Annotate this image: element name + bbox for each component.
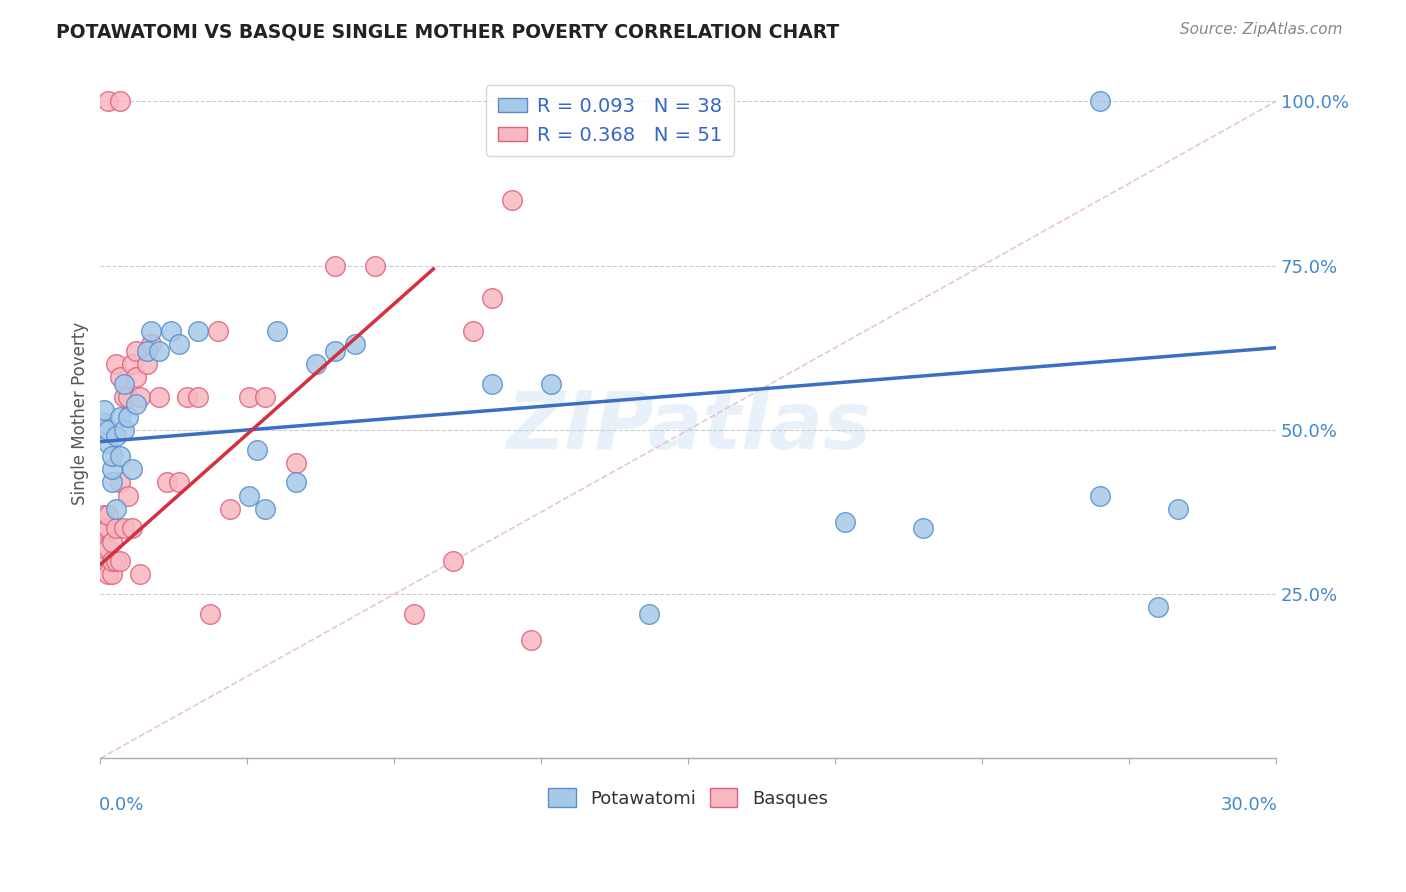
Point [238,489,260,503]
Point [108,370,131,384]
Point [101,462,124,476]
Point [148,344,170,359]
Point [501,193,523,207]
Point [402,607,425,621]
Point [441,554,464,568]
Point [97,567,120,582]
Point [105,521,128,535]
Point [136,344,159,359]
Point [128,567,150,582]
Point [266,324,288,338]
Point [112,423,135,437]
Point [97,541,120,555]
Point [238,390,260,404]
Point [167,475,190,490]
Point [124,396,146,410]
Point [121,462,143,476]
Text: ZIPatlas: ZIPatlas [506,388,870,467]
Point [124,370,146,384]
Point [105,429,128,443]
Point [105,501,128,516]
Point [187,390,209,404]
Point [540,376,562,391]
Point [97,521,120,535]
Point [124,344,146,359]
Point [112,390,135,404]
Point [101,475,124,490]
Point [1167,501,1189,516]
Point [93,521,115,535]
Point [93,417,115,431]
Point [97,95,120,109]
Point [148,390,170,404]
Point [141,324,163,338]
Point [105,554,128,568]
Point [187,324,209,338]
Point [128,390,150,404]
Legend: Potawatomi, Basques: Potawatomi, Basques [541,781,835,815]
Point [112,521,135,535]
Point [136,357,159,371]
Text: 30.0%: 30.0% [1220,797,1277,814]
Point [344,337,367,351]
Point [912,521,935,535]
Point [101,554,124,568]
Point [117,409,139,424]
Point [141,337,163,351]
Point [461,324,484,338]
Point [246,442,269,457]
Point [253,390,276,404]
Point [285,475,308,490]
Text: Source: ZipAtlas.com: Source: ZipAtlas.com [1180,22,1343,37]
Point [93,403,115,417]
Point [520,633,543,648]
Point [101,567,124,582]
Point [176,390,198,404]
Point [285,456,308,470]
Point [834,515,856,529]
Point [93,508,115,523]
Point [108,475,131,490]
Point [97,423,120,437]
Point [638,607,661,621]
Text: 0.0%: 0.0% [100,797,145,814]
Point [156,475,179,490]
Point [363,259,385,273]
Point [1147,600,1170,615]
Point [93,554,115,568]
Point [105,357,128,371]
Point [121,357,143,371]
Point [160,324,183,338]
Point [117,390,139,404]
Point [97,508,120,523]
Point [1088,95,1111,109]
Point [481,376,503,391]
Point [218,501,240,516]
Point [117,489,139,503]
Point [112,376,135,391]
Point [101,534,124,549]
Y-axis label: Single Mother Poverty: Single Mother Poverty [72,322,89,505]
Point [108,554,131,568]
Point [108,449,131,463]
Point [97,436,120,450]
Point [167,337,190,351]
Point [198,607,221,621]
Point [108,95,131,109]
Point [207,324,229,338]
Point [1088,489,1111,503]
Text: POTAWATOMI VS BASQUE SINGLE MOTHER POVERTY CORRELATION CHART: POTAWATOMI VS BASQUE SINGLE MOTHER POVER… [56,22,839,41]
Point [253,501,276,516]
Point [93,541,115,555]
Point [108,409,131,424]
Point [325,344,347,359]
Point [481,292,503,306]
Point [305,357,328,371]
Point [101,449,124,463]
Point [121,521,143,535]
Point [325,259,347,273]
